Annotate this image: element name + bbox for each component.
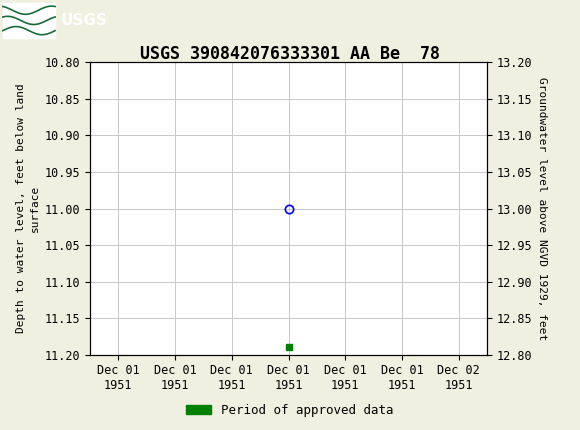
Y-axis label: Depth to water level, feet below land
surface: Depth to water level, feet below land su…	[16, 84, 41, 333]
Text: USGS: USGS	[61, 13, 108, 28]
Y-axis label: Groundwater level above NGVD 1929, feet: Groundwater level above NGVD 1929, feet	[536, 77, 547, 340]
Text: USGS 390842076333301 AA Be  78: USGS 390842076333301 AA Be 78	[140, 45, 440, 63]
Bar	[3, 3, 55, 37]
Legend: Period of approved data: Period of approved data	[181, 399, 399, 421]
